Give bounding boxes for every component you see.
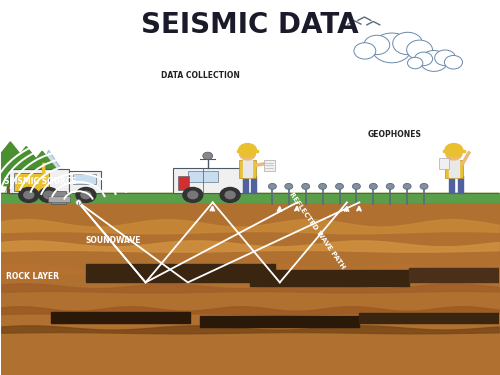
Circle shape <box>285 183 293 189</box>
Polygon shape <box>74 174 96 184</box>
Polygon shape <box>449 176 454 193</box>
Circle shape <box>406 40 432 60</box>
Circle shape <box>420 183 428 189</box>
Text: SEISMIC SOURCE: SEISMIC SOURCE <box>4 177 76 186</box>
Circle shape <box>225 191 235 199</box>
Circle shape <box>238 144 256 157</box>
Circle shape <box>24 191 34 199</box>
Polygon shape <box>24 178 29 193</box>
Polygon shape <box>236 150 258 152</box>
Polygon shape <box>28 151 56 168</box>
Polygon shape <box>6 156 47 174</box>
Polygon shape <box>409 267 498 282</box>
Polygon shape <box>242 176 248 193</box>
Polygon shape <box>445 160 463 178</box>
Circle shape <box>240 148 256 160</box>
Polygon shape <box>51 312 190 323</box>
Polygon shape <box>252 176 256 193</box>
Polygon shape <box>68 171 101 193</box>
Polygon shape <box>443 150 465 152</box>
Polygon shape <box>439 158 449 169</box>
Circle shape <box>445 144 463 157</box>
Circle shape <box>81 191 91 199</box>
Circle shape <box>434 50 456 66</box>
Polygon shape <box>40 180 45 193</box>
Polygon shape <box>200 316 360 327</box>
Text: DATA COLLECTION: DATA COLLECTION <box>161 70 240 80</box>
Circle shape <box>408 57 423 69</box>
Polygon shape <box>51 191 66 204</box>
Polygon shape <box>9 169 68 193</box>
Polygon shape <box>18 170 67 186</box>
Circle shape <box>414 52 432 66</box>
Circle shape <box>38 188 58 202</box>
Polygon shape <box>178 176 190 190</box>
Polygon shape <box>188 171 218 182</box>
Polygon shape <box>14 172 48 191</box>
Circle shape <box>302 183 310 189</box>
Circle shape <box>19 188 38 202</box>
Circle shape <box>386 183 394 189</box>
Text: SOUNDWAVE: SOUNDWAVE <box>86 236 141 245</box>
Circle shape <box>403 183 411 189</box>
Text: SEISMIC DATA: SEISMIC DATA <box>141 11 359 39</box>
Text: REFLECTED WAVE PATH: REFLECTED WAVE PATH <box>288 191 346 270</box>
Circle shape <box>446 148 462 160</box>
Polygon shape <box>12 147 41 165</box>
Polygon shape <box>458 176 463 193</box>
Circle shape <box>352 183 360 189</box>
Polygon shape <box>7 177 14 193</box>
Circle shape <box>372 33 412 63</box>
Circle shape <box>354 43 376 59</box>
Polygon shape <box>264 160 275 171</box>
Circle shape <box>370 183 378 189</box>
Polygon shape <box>242 160 252 177</box>
Polygon shape <box>24 160 61 176</box>
Circle shape <box>76 188 96 202</box>
Circle shape <box>364 35 390 55</box>
Circle shape <box>392 32 422 55</box>
Polygon shape <box>360 313 498 323</box>
Polygon shape <box>48 196 70 202</box>
Circle shape <box>336 183 344 189</box>
Circle shape <box>220 188 240 202</box>
Polygon shape <box>86 264 275 282</box>
Circle shape <box>420 51 448 71</box>
Polygon shape <box>0 164 40 185</box>
Polygon shape <box>0 142 26 162</box>
Circle shape <box>183 188 203 202</box>
Polygon shape <box>449 160 459 177</box>
Circle shape <box>188 191 198 199</box>
Circle shape <box>44 191 54 199</box>
Polygon shape <box>173 168 242 193</box>
Circle shape <box>318 183 326 189</box>
Circle shape <box>444 56 462 69</box>
Text: ROCK LAYER: ROCK LAYER <box>6 272 60 281</box>
Circle shape <box>268 183 276 189</box>
Polygon shape <box>0 167 54 186</box>
Polygon shape <box>238 160 256 178</box>
Text: GEOPHONES: GEOPHONES <box>368 130 421 139</box>
Polygon shape <box>2 150 84 202</box>
Polygon shape <box>0 152 34 172</box>
Polygon shape <box>250 270 409 286</box>
Circle shape <box>203 152 212 160</box>
